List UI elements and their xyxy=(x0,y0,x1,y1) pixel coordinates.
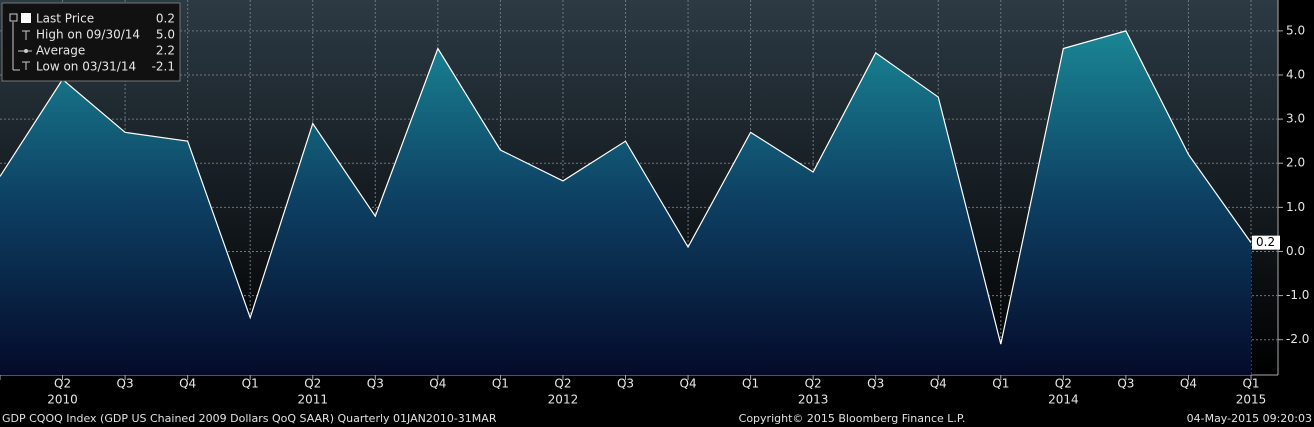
footer-center: Copyright© 2015 Bloomberg Finance L.P. xyxy=(739,412,966,425)
legend-label: High on 09/30/14 xyxy=(36,28,140,42)
legend-icon xyxy=(21,13,31,23)
footer-right: 04-May-2015 09:20:03 xyxy=(1187,412,1312,425)
last-value-label: 0.2 xyxy=(1256,235,1275,249)
legend-box xyxy=(1,2,181,82)
legend-icon xyxy=(24,49,28,53)
x-tick-label: Q4 xyxy=(930,377,947,391)
y-tick-label: 0.0 xyxy=(1286,244,1305,258)
legend-value: -2.1 xyxy=(152,60,175,74)
x-group-label: 2015 xyxy=(1236,393,1267,407)
axes: 5.0 4.0 3.0 2.0 1.0 0.0 -1.0 -2.0 Q2 2010 Q3 Q4 Q1 Q2… xyxy=(0,23,1309,407)
x-tick-label: Q4 xyxy=(1180,377,1197,391)
axis-background xyxy=(1278,0,1314,375)
x-tick-label: Q2 xyxy=(1055,377,1072,391)
marks xyxy=(0,30,1252,375)
y-tick-label: 1.0 xyxy=(1286,200,1305,214)
y-tick-label: -1.0 xyxy=(1286,288,1309,302)
x-tick-label: Q2 xyxy=(304,377,321,391)
x-tick-label: Q1 xyxy=(742,377,759,391)
y-tick-label: 4.0 xyxy=(1286,68,1305,82)
y-tick-label: -2.0 xyxy=(1286,332,1309,346)
legend: Last Price High on 09/30/14 Average Low … xyxy=(1,2,181,82)
x-tick-label: Q3 xyxy=(367,377,384,391)
x-tick-label: Q3 xyxy=(867,377,884,391)
x-tick-label: Q4 xyxy=(429,377,446,391)
x-tick-label: Q3 xyxy=(617,377,634,391)
x-tick-label: Q3 xyxy=(117,377,134,391)
y-tick-label: 3.0 xyxy=(1286,112,1305,126)
legend-value: 2.2 xyxy=(156,44,175,58)
x-group-label: 2010 xyxy=(47,393,78,407)
legend-label: Average xyxy=(36,44,85,58)
x-group-label: 2013 xyxy=(798,393,829,407)
x-tick-label: Q2 xyxy=(805,377,822,391)
x-tick-label: Q3 xyxy=(1117,377,1134,391)
footer-left: GDP CQOQ Index (GDP US Chained 2009 Doll… xyxy=(2,412,497,425)
legend-label: Low on 03/31/14 xyxy=(36,60,136,74)
area xyxy=(0,30,1251,375)
line xyxy=(0,30,1252,345)
x-tick-label: Q2 xyxy=(54,377,71,391)
x-tick-label: Q1 xyxy=(1242,377,1259,391)
x-tick-label: Q1 xyxy=(242,377,259,391)
x-group-label: 2012 xyxy=(548,393,579,407)
legend-icon xyxy=(9,13,18,22)
y-tick-label: 2.0 xyxy=(1286,156,1305,170)
x-tick-label: Q1 xyxy=(492,377,509,391)
legend-value: 5.0 xyxy=(156,28,175,42)
x-group-label: 2011 xyxy=(297,393,328,407)
x-group-label: 2014 xyxy=(1048,393,1079,407)
x-tick-label: Q2 xyxy=(554,377,571,391)
last-value-tag xyxy=(1252,235,1280,250)
x-tick-label: Q4 xyxy=(680,377,697,391)
x-tick-label: Q4 xyxy=(179,377,196,391)
legend-label: Last Price xyxy=(36,12,94,26)
legend-value: 0.2 xyxy=(156,12,175,26)
x-tick-label: Q1 xyxy=(992,377,1009,391)
y-tick-label: 5.0 xyxy=(1286,23,1305,37)
